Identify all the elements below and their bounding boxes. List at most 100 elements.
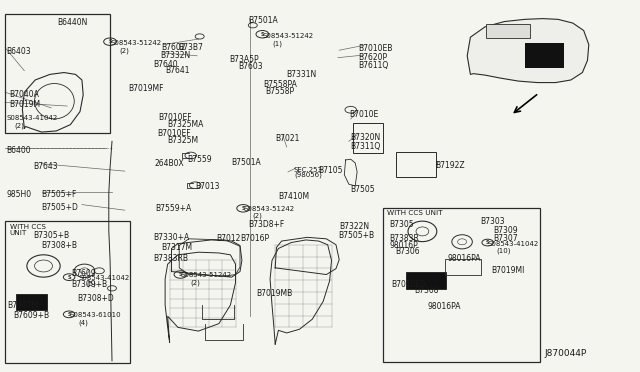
Text: S: S	[179, 272, 182, 277]
Text: S08543-51242: S08543-51242	[110, 40, 161, 46]
Text: B7012: B7012	[216, 234, 241, 243]
Text: B7603: B7603	[238, 62, 262, 71]
Text: B7505: B7505	[351, 185, 375, 194]
Bar	[5, 14, 110, 133]
Text: (2): (2)	[190, 279, 200, 285]
Text: B7019MF: B7019MF	[128, 84, 163, 93]
Text: S08543-61010: S08543-61010	[69, 312, 121, 318]
Text: S08543-41042: S08543-41042	[6, 115, 58, 121]
Text: B7331N: B7331N	[287, 70, 317, 79]
Bar	[445, 259, 481, 275]
Bar	[353, 123, 383, 153]
Text: B7609: B7609	[72, 269, 96, 278]
Text: S: S	[486, 240, 490, 245]
Text: S08543-51242: S08543-51242	[180, 272, 232, 278]
Text: B7641: B7641	[165, 66, 189, 75]
Text: (1): (1)	[272, 40, 282, 46]
Text: B6400: B6400	[6, 146, 31, 155]
Text: S08543-51242: S08543-51242	[243, 206, 294, 212]
Text: UNIT: UNIT	[10, 230, 27, 236]
Text: B7611Q: B7611Q	[358, 61, 388, 70]
Text: B7501A: B7501A	[248, 16, 278, 25]
Text: 98016P: 98016P	[389, 241, 418, 250]
Text: B7383RB: B7383RB	[154, 254, 189, 263]
Text: B7010E0: B7010E0	[392, 280, 426, 289]
Text: (5): (5)	[86, 281, 96, 287]
Bar	[486, 24, 530, 38]
Text: B7309+B: B7309+B	[72, 280, 108, 289]
Text: B7558P: B7558P	[266, 87, 295, 96]
Text: B7505+D: B7505+D	[42, 203, 79, 212]
Text: B7010EB: B7010EB	[358, 44, 393, 53]
Text: B7192Z: B7192Z	[435, 161, 465, 170]
Text: B7620P: B7620P	[358, 53, 388, 62]
Text: B7305: B7305	[389, 220, 413, 229]
Text: B7019MI: B7019MI	[492, 266, 525, 275]
Polygon shape	[467, 19, 589, 83]
Text: B7010EF: B7010EF	[157, 129, 191, 138]
Bar	[16, 294, 47, 310]
Text: B7505+B: B7505+B	[338, 231, 374, 240]
Text: S: S	[241, 206, 245, 211]
Text: B6403: B6403	[6, 46, 31, 55]
Text: 985H0: 985H0	[6, 190, 31, 199]
Text: B7021: B7021	[275, 134, 300, 143]
Text: B7308+B: B7308+B	[42, 241, 77, 250]
Text: B73B7: B73B7	[178, 43, 203, 52]
Text: B7307: B7307	[493, 234, 517, 243]
Text: B7332N: B7332N	[160, 51, 190, 60]
Text: B73A5P: B73A5P	[229, 55, 259, 64]
Text: B7602: B7602	[161, 43, 186, 52]
Text: B7306: B7306	[396, 247, 420, 256]
Text: WITH CCS UNIT: WITH CCS UNIT	[387, 210, 443, 216]
Text: B7322N: B7322N	[339, 222, 369, 231]
Text: SEC.253: SEC.253	[293, 167, 322, 173]
Text: S08543-41042: S08543-41042	[488, 241, 539, 247]
Text: B7105: B7105	[319, 166, 343, 174]
Bar	[5, 221, 130, 363]
Text: B7643: B7643	[33, 162, 58, 171]
Text: B7010E: B7010E	[349, 110, 378, 119]
Text: (2): (2)	[14, 122, 24, 128]
Text: B7317M: B7317M	[161, 243, 193, 251]
Text: S: S	[67, 312, 71, 317]
Text: WITH CCS: WITH CCS	[10, 224, 45, 230]
Text: B7013: B7013	[195, 182, 220, 191]
Text: B7019M: B7019M	[10, 100, 41, 109]
Text: B7308: B7308	[415, 286, 439, 295]
Text: B7330+A: B7330+A	[154, 232, 190, 241]
Text: S: S	[260, 32, 264, 37]
Text: B7505+F: B7505+F	[42, 190, 77, 199]
Text: 98016PA: 98016PA	[448, 254, 481, 263]
Text: B7640: B7640	[154, 60, 178, 69]
Text: B7307M: B7307M	[8, 301, 39, 310]
Text: S: S	[67, 275, 71, 280]
Bar	[525, 43, 564, 68]
Text: B7019MB: B7019MB	[256, 289, 292, 298]
Bar	[406, 272, 446, 289]
Text: B7559+A: B7559+A	[155, 204, 191, 213]
Text: S08543-41042: S08543-41042	[78, 275, 129, 280]
Text: B7325MA: B7325MA	[168, 120, 204, 129]
Text: B7040A: B7040A	[10, 90, 40, 99]
Text: B7410M: B7410M	[278, 192, 310, 201]
Text: B7558PA: B7558PA	[264, 80, 298, 89]
Text: B7308+D: B7308+D	[77, 294, 113, 303]
Text: (10): (10)	[496, 247, 511, 254]
Text: 264B0X: 264B0X	[155, 159, 184, 168]
Text: (2): (2)	[253, 213, 262, 219]
Text: J870044P: J870044P	[544, 349, 586, 358]
Text: B7325M: B7325M	[168, 136, 199, 145]
Text: B73D8+F: B73D8+F	[248, 220, 285, 229]
Text: B7305+B: B7305+B	[33, 231, 69, 240]
Text: B7016P: B7016P	[240, 234, 269, 243]
Text: B7311Q: B7311Q	[351, 142, 381, 151]
Text: 98016PA: 98016PA	[428, 302, 461, 311]
Text: B7609+B: B7609+B	[13, 311, 49, 320]
Text: (2): (2)	[120, 48, 129, 54]
Text: B7303: B7303	[480, 217, 504, 225]
Text: B6440N: B6440N	[58, 18, 88, 27]
Text: B7010EF: B7010EF	[159, 113, 193, 122]
Text: B7320N: B7320N	[351, 133, 381, 142]
Text: B7383R: B7383R	[389, 234, 419, 243]
